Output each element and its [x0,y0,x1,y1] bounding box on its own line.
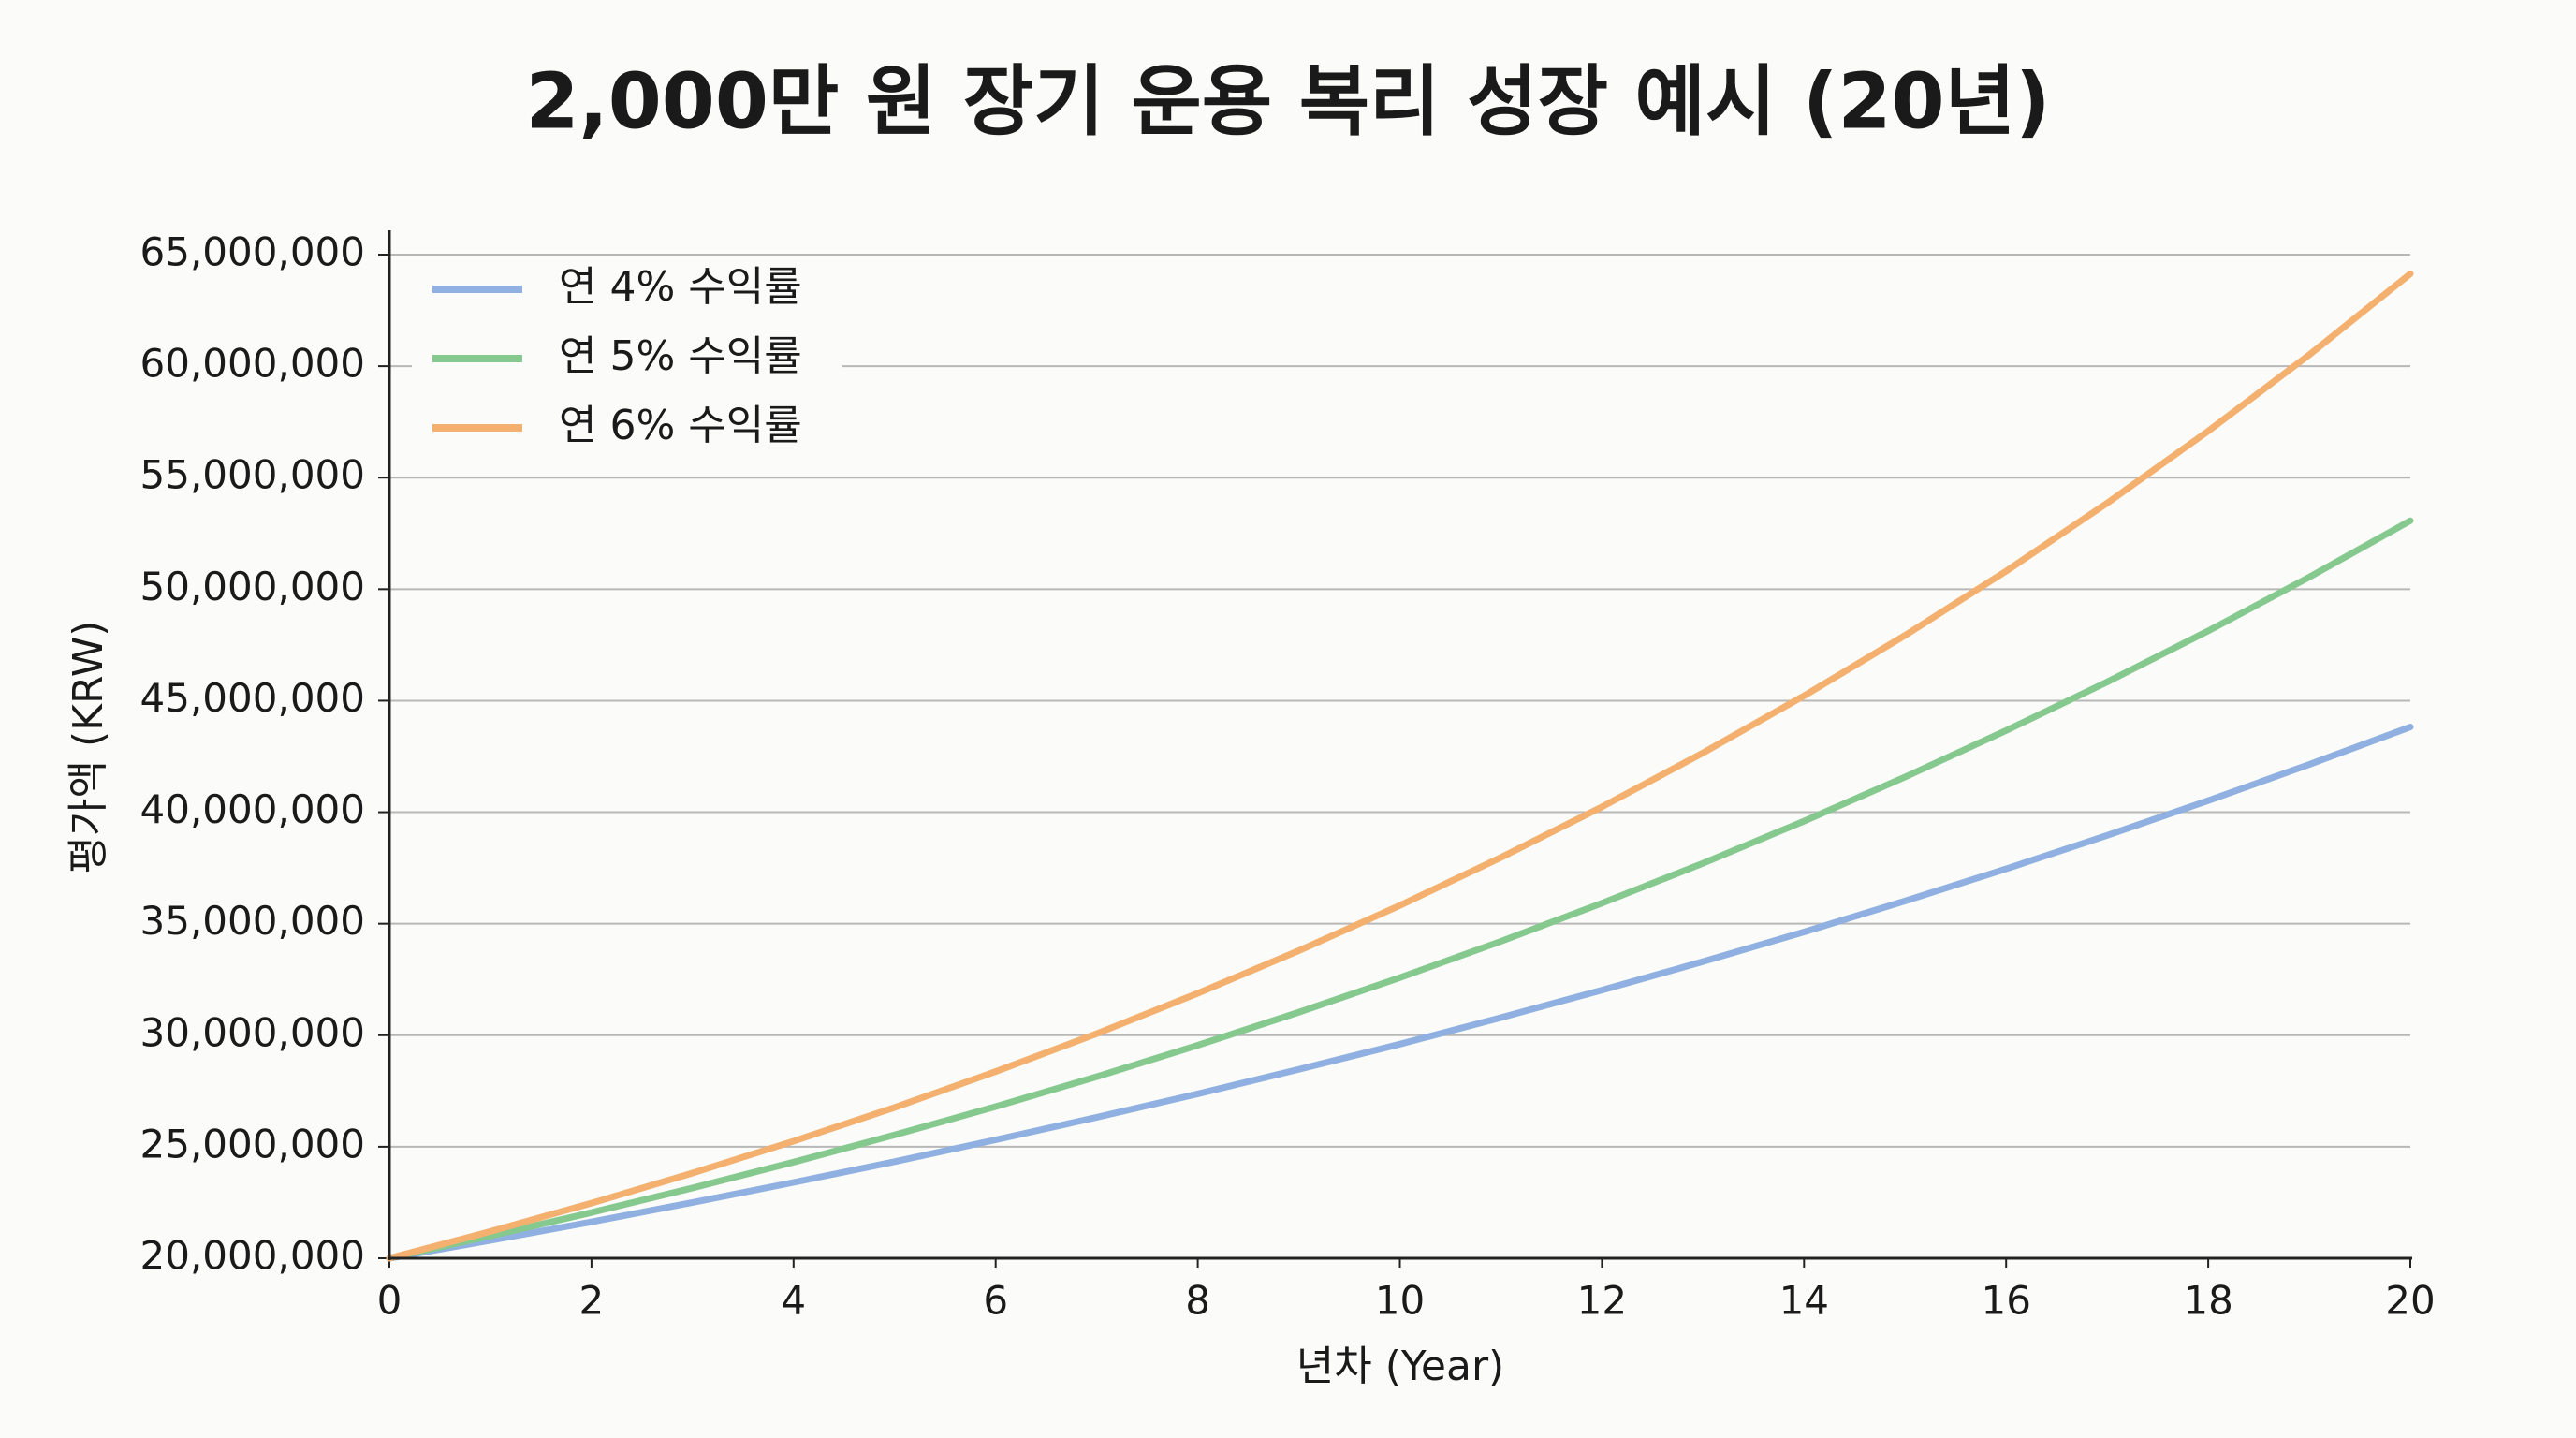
x-tick-label: 0 [377,1278,402,1324]
y-tick-label: 65,000,000 [140,229,365,275]
x-tick-label: 12 [1577,1278,1627,1324]
y-tick-label: 35,000,000 [140,898,365,944]
legend-label: 연 6% 수익률 [559,402,802,449]
series-line [386,270,2414,1262]
x-tick-label: 6 [983,1278,1008,1324]
plot-lines [386,270,2414,1262]
series-line [386,517,2414,1262]
y-tick-label: 50,000,000 [140,564,365,609]
y-tick-label: 45,000,000 [140,675,365,721]
y-tick-label: 25,000,000 [140,1121,365,1167]
y-tick-label: 60,000,000 [140,341,365,387]
x-tick-label: 18 [2183,1278,2232,1324]
y-axis-label: 평가액 (KRW) [65,621,112,874]
x-tick-label: 20 [2385,1278,2435,1324]
grid: 20,000,000 25,000,000 30,000,000 35,000,000… [140,229,2436,1324]
x-tick-label: 10 [1375,1278,1425,1324]
y-tick-label: 55,000,000 [140,452,365,498]
x-axis-label: 년차 (Year) [1296,1343,1504,1390]
legend-label: 연 5% 수익률 [559,332,802,380]
chart-title: 2,000만 원 장기 운용 복리 성장 예시 (20년) [526,57,2051,146]
x-tick-label: 8 [1185,1278,1210,1324]
x-tick-label: 2 [579,1278,605,1324]
series-line [386,724,2414,1262]
legend-label: 연 4% 수익률 [559,263,802,311]
y-tick-label: 40,000,000 [140,786,365,832]
x-tick-label: 16 [1981,1278,2030,1324]
y-tick-label: 20,000,000 [140,1233,365,1279]
y-tick-label: 30,000,000 [140,1009,365,1055]
x-tick-label: 14 [1779,1278,1829,1324]
x-tick-label: 4 [781,1278,806,1324]
